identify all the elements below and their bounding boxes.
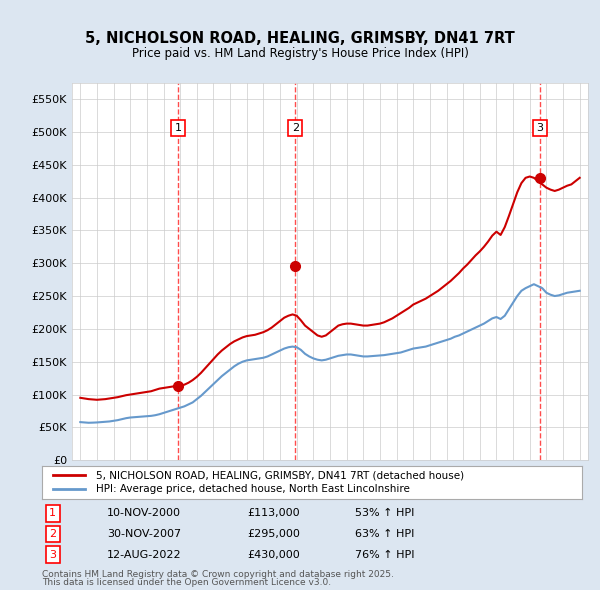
Text: 5, NICHOLSON ROAD, HEALING, GRIMSBY, DN41 7RT (detached house): 5, NICHOLSON ROAD, HEALING, GRIMSBY, DN4…	[96, 470, 464, 480]
Text: £113,000: £113,000	[247, 508, 300, 518]
Text: £430,000: £430,000	[247, 550, 300, 560]
Text: 5, NICHOLSON ROAD, HEALING, GRIMSBY, DN41 7RT: 5, NICHOLSON ROAD, HEALING, GRIMSBY, DN4…	[85, 31, 515, 46]
Text: 2: 2	[49, 529, 56, 539]
Text: 2: 2	[292, 123, 299, 133]
Text: Contains HM Land Registry data © Crown copyright and database right 2025.: Contains HM Land Registry data © Crown c…	[42, 570, 394, 579]
Text: 30-NOV-2007: 30-NOV-2007	[107, 529, 181, 539]
Text: 12-AUG-2022: 12-AUG-2022	[107, 550, 181, 560]
Text: 10-NOV-2000: 10-NOV-2000	[107, 508, 181, 518]
Text: £295,000: £295,000	[247, 529, 300, 539]
Text: 63% ↑ HPI: 63% ↑ HPI	[355, 529, 415, 539]
Text: 53% ↑ HPI: 53% ↑ HPI	[355, 508, 415, 518]
Text: 3: 3	[49, 550, 56, 560]
Text: This data is licensed under the Open Government Licence v3.0.: This data is licensed under the Open Gov…	[42, 578, 331, 587]
Text: 1: 1	[49, 508, 56, 518]
Text: 1: 1	[175, 123, 181, 133]
Text: 3: 3	[536, 123, 544, 133]
Text: Price paid vs. HM Land Registry's House Price Index (HPI): Price paid vs. HM Land Registry's House …	[131, 47, 469, 60]
Text: 76% ↑ HPI: 76% ↑ HPI	[355, 550, 415, 560]
Text: HPI: Average price, detached house, North East Lincolnshire: HPI: Average price, detached house, Nort…	[96, 484, 410, 494]
